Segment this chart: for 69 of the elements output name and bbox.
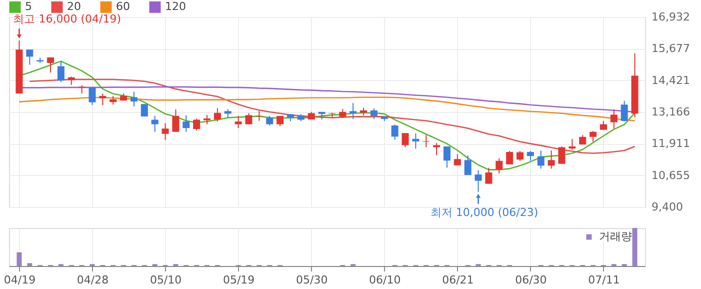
y-tick-label: 10,655 (652, 168, 690, 182)
annotation: 최저 10,000 (06/23) (430, 206, 538, 219)
candlestick (496, 158, 503, 174)
x-tick-label: 07/11 (588, 274, 620, 286)
candlestick (579, 134, 586, 145)
candlestick (610, 108, 618, 130)
candlestick (537, 150, 544, 170)
candlestick (245, 112, 252, 125)
y-tick-label: 9,400 (652, 200, 683, 214)
x-tick-label: 05/30 (296, 274, 328, 286)
legend-label: 거래량 (599, 230, 632, 243)
bar (16, 252, 22, 266)
candlestick (370, 108, 378, 120)
legend-label: 5 (25, 0, 32, 14)
candlestick (454, 154, 461, 166)
candlestick (391, 124, 398, 140)
candlestick (57, 60, 64, 83)
x-tick-label: 04/19 (4, 274, 36, 286)
candlestick (412, 132, 420, 150)
x-tick-label: 06/30 (515, 274, 547, 286)
candlestick (485, 167, 492, 184)
x-tick-label: 05/10 (150, 274, 182, 286)
candlestick (47, 56, 54, 74)
candlestick (558, 146, 566, 164)
candlestick (140, 104, 148, 117)
bar (27, 263, 32, 266)
legend-label: 120 (165, 0, 186, 14)
candlestick (193, 118, 200, 131)
y-tick-label: 15,677 (652, 42, 690, 56)
candlestick (402, 132, 409, 148)
candlestick (88, 87, 96, 106)
candlestick (350, 102, 357, 120)
candlestick (26, 49, 34, 66)
candlestick (620, 100, 628, 122)
candlestick (172, 108, 180, 132)
candlestick (506, 150, 514, 165)
candlestick (78, 84, 86, 94)
candlestick (516, 150, 524, 162)
y-tick-label: 14,421 (652, 74, 690, 87)
legend-label: 60 (116, 0, 130, 14)
bar (632, 228, 638, 266)
candlestick (99, 92, 106, 106)
candlestick (182, 114, 190, 132)
candlestick (474, 170, 482, 192)
candlestick (443, 146, 450, 168)
y-tick-label: 16,932 (652, 10, 690, 24)
candlestick (339, 108, 346, 118)
y-tick-label: 11,911 (652, 137, 690, 150)
candlestick (214, 108, 221, 122)
x-tick-label: 06/21 (442, 274, 474, 286)
x-tick-label: 06/10 (369, 274, 401, 286)
candlestick (548, 150, 555, 170)
legend-label: 20 (67, 0, 81, 14)
candlestick (151, 115, 158, 132)
candlestick (422, 134, 430, 148)
candlestick (162, 122, 169, 140)
x-tick-label: 05/19 (222, 274, 255, 286)
y-tick-label: 13,166 (652, 106, 690, 118)
candlestick (568, 138, 576, 150)
candlestick (256, 110, 263, 122)
candlestick (266, 115, 274, 126)
annotation: 최고 16,000 (04/19) (13, 12, 121, 26)
candlestick (526, 150, 534, 162)
candlestick (433, 142, 440, 156)
candlestick (464, 154, 472, 176)
x-tick-label: 04/28 (76, 274, 109, 286)
candlestick (234, 115, 242, 129)
candlestick (130, 91, 138, 107)
candlestick (590, 130, 597, 142)
